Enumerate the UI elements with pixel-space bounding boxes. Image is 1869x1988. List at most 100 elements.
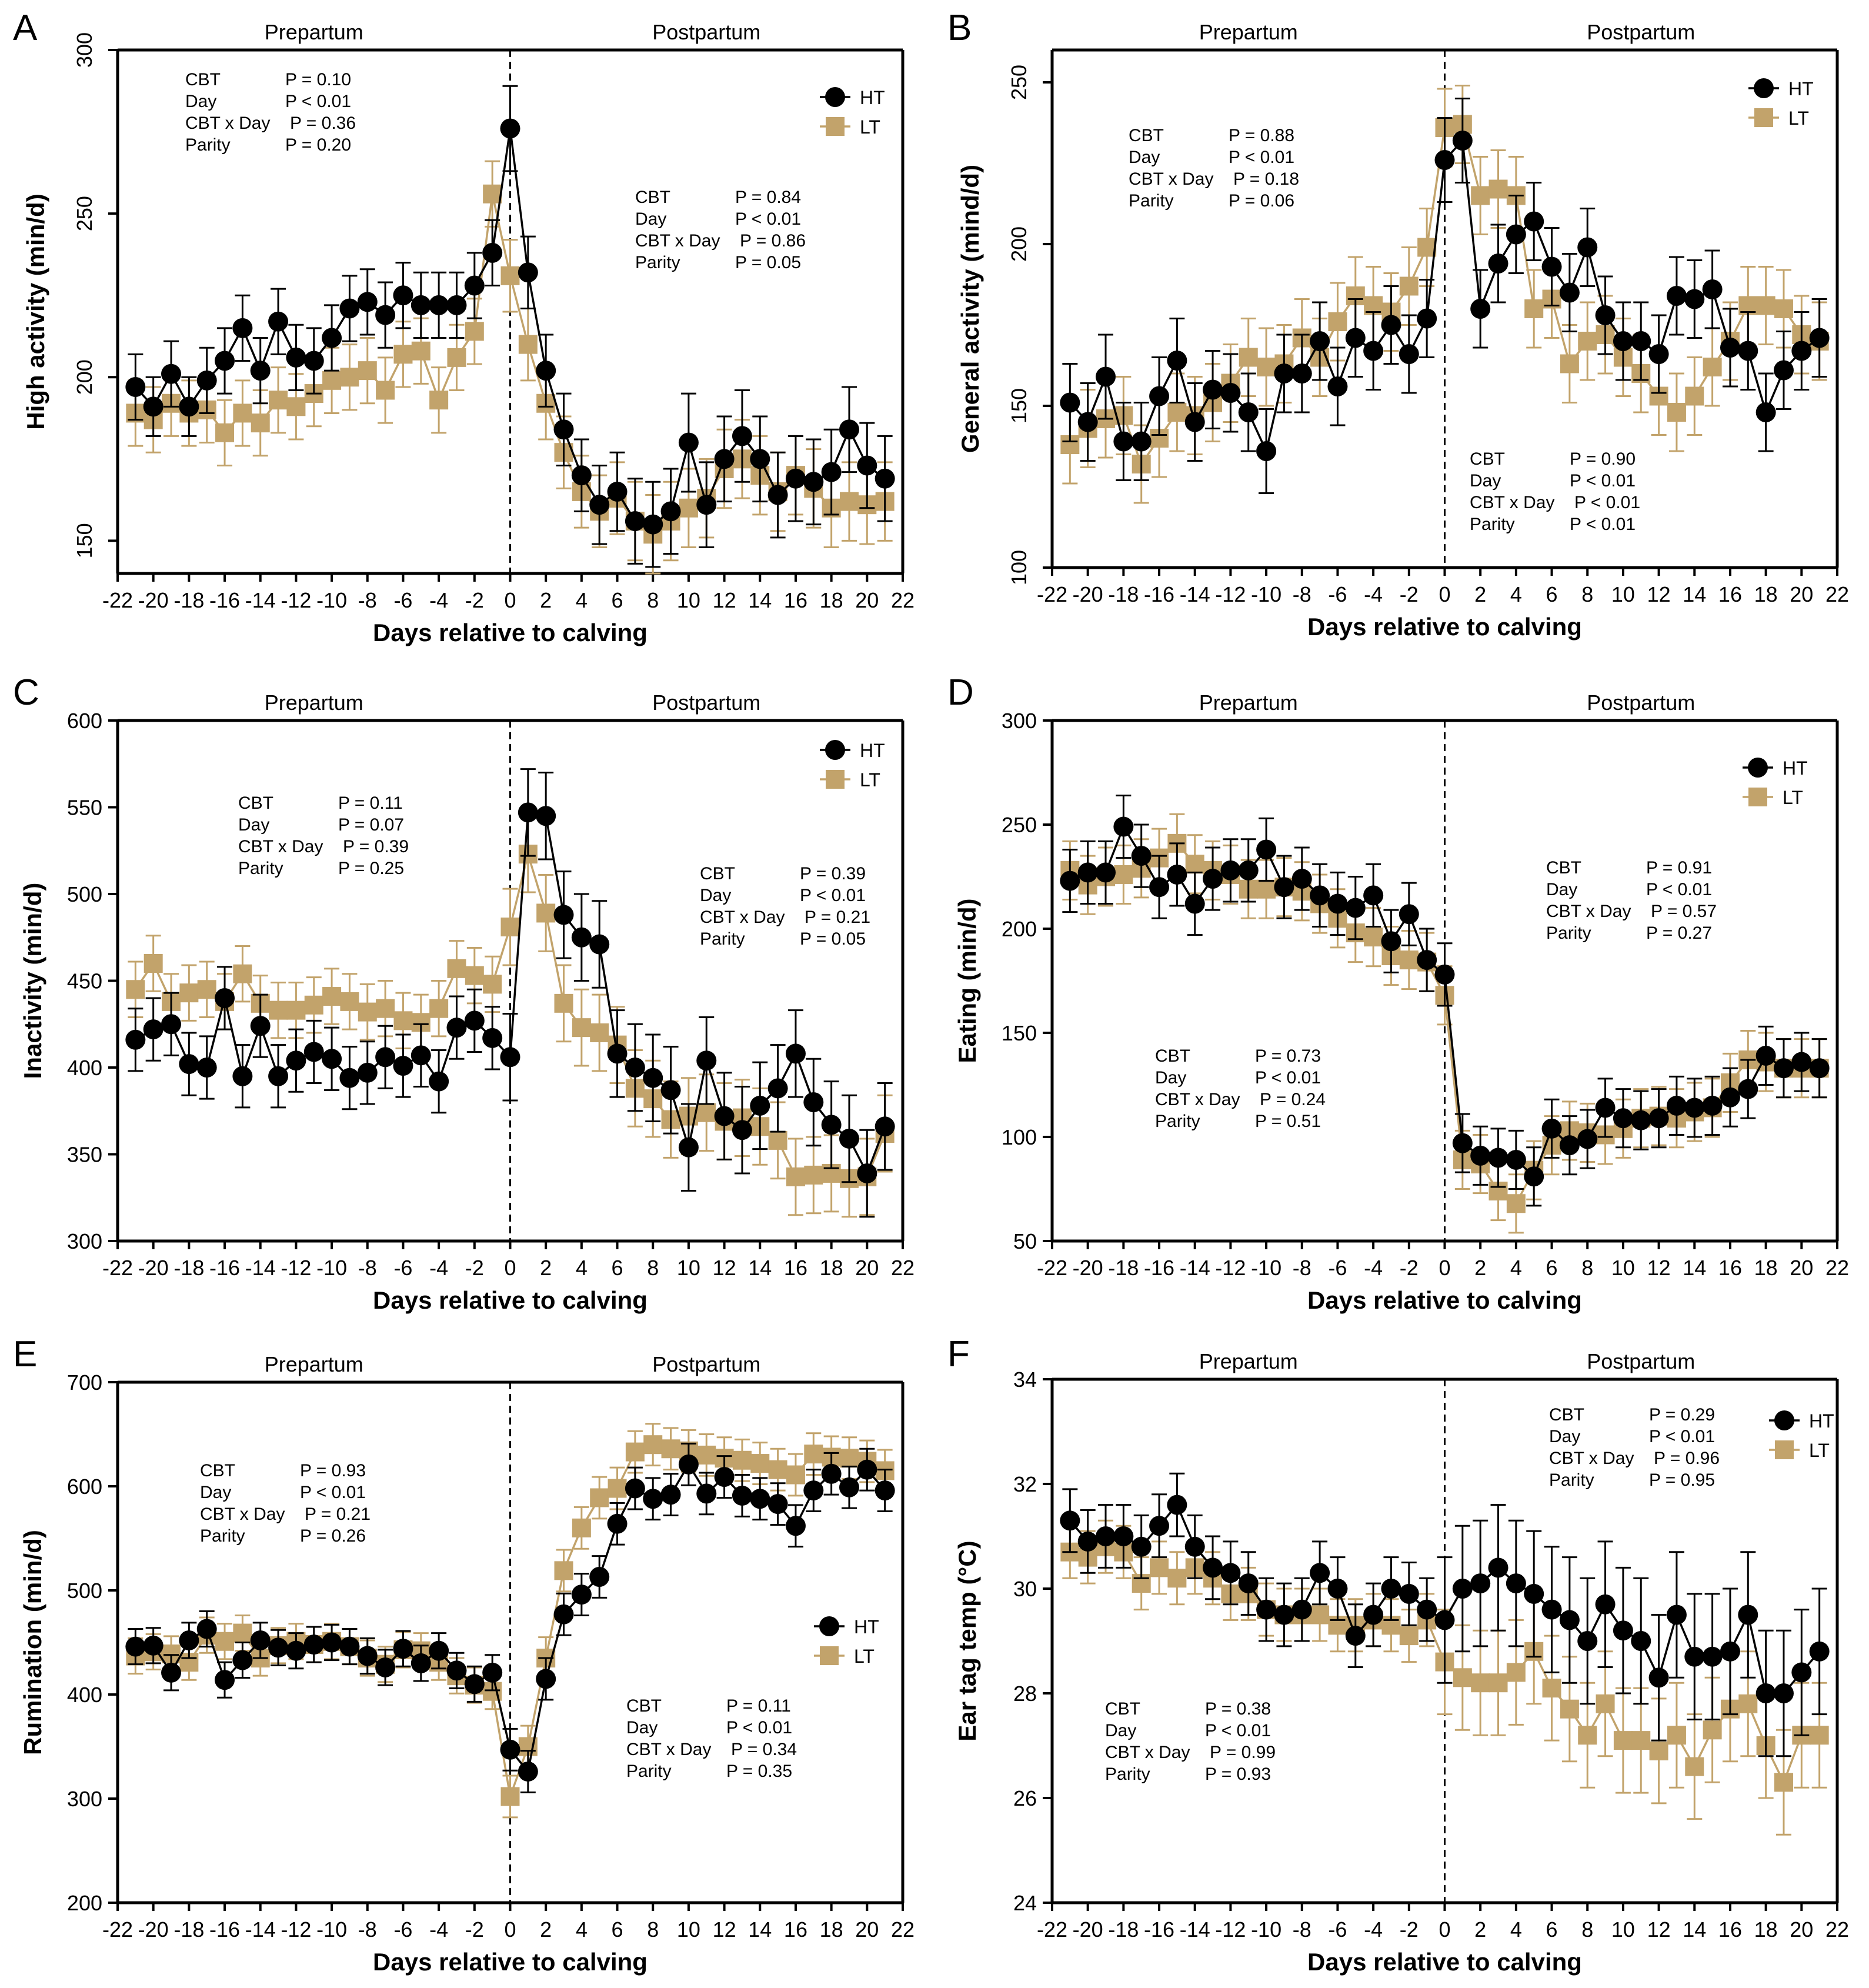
- data-point-ht: [1345, 328, 1366, 348]
- stats-term: CBT x Day: [200, 1505, 285, 1524]
- data-point-ht: [215, 988, 235, 1008]
- x-tick-label: -6: [393, 588, 412, 612]
- data-point-lt: [1578, 1726, 1597, 1745]
- data-point-ht: [1488, 253, 1508, 273]
- data-point-ht: [1167, 1495, 1187, 1515]
- data-point-ht: [1327, 893, 1348, 914]
- data-point-lt: [1114, 865, 1133, 884]
- data-point-lt: [143, 954, 163, 973]
- x-tick-label: 10: [1611, 1917, 1635, 1942]
- x-tick-label: 22: [1825, 1256, 1849, 1280]
- stats-block: CBT P = 0.10 Day P < 0.01 CBT x Day P = 0.36 P…: [185, 70, 356, 155]
- x-tick-label: 2: [540, 1917, 552, 1942]
- data-point-ht: [660, 1485, 681, 1505]
- data-point-ht: [1310, 1563, 1330, 1583]
- data-point-ht: [393, 285, 413, 306]
- data-point-ht: [714, 449, 735, 469]
- data-point-ht: [767, 485, 788, 505]
- data-point-ht: [821, 462, 842, 482]
- stats-term: Day: [1470, 471, 1501, 491]
- y-axis-title: General activity (mind/d): [956, 165, 984, 453]
- data-point-lt: [1560, 354, 1579, 373]
- data-point-ht: [1096, 1526, 1116, 1546]
- x-tick-label: 20: [1790, 1917, 1813, 1942]
- data-point-lt: [839, 492, 859, 511]
- stats-p-value: P < 0.01: [300, 1483, 366, 1502]
- data-point-ht: [875, 468, 895, 489]
- data-point-lt: [554, 993, 573, 1013]
- stats-p-value: P = 0.34: [731, 1740, 797, 1759]
- panel-a: A Prepartum Postpartum -22 -20 -18 -16 -14 -12 -1…: [0, 0, 934, 665]
- data-point-ht: [1310, 885, 1330, 906]
- data-point-ht: [875, 1116, 895, 1137]
- data-point-ht: [179, 1054, 199, 1075]
- postpartum-label: Postpartum: [652, 691, 760, 715]
- x-tick-label: 8: [647, 1256, 659, 1280]
- x-tick-label: 0: [504, 1256, 516, 1280]
- data-point-ht: [1755, 1683, 1776, 1703]
- data-point-ht: [875, 1480, 895, 1501]
- x-tick-label: 2: [1474, 1917, 1486, 1942]
- data-point-lt: [447, 348, 466, 367]
- data-point-lt: [750, 1454, 770, 1473]
- data-point-ht: [607, 1043, 628, 1064]
- x-tick-label: 20: [1790, 1256, 1813, 1280]
- x-tick-label: -22: [102, 1917, 133, 1942]
- data-point-ht: [482, 242, 503, 263]
- data-point-lt: [1667, 403, 1686, 422]
- data-point-ht: [1149, 877, 1170, 898]
- x-tick-label: -8: [358, 1256, 377, 1280]
- data-point-lt: [1364, 928, 1383, 947]
- x-tick-label: 22: [891, 1256, 915, 1280]
- stats-p-value: P < 0.01: [726, 1718, 792, 1737]
- data-point-ht: [857, 455, 877, 476]
- x-tick-label: 16: [1718, 1917, 1742, 1942]
- data-point-ht: [643, 1068, 663, 1088]
- stats-block: CBT P = 0.84 Day P < 0.01 CBT x Day P = 0.86 P…: [635, 188, 806, 272]
- postpartum-label: Postpartum: [652, 20, 760, 44]
- data-point-ht: [1345, 1626, 1366, 1646]
- legend-marker-lt: [826, 117, 845, 136]
- y-axis-title: Inactivity (min/d): [19, 883, 46, 1079]
- data-point-ht: [1666, 286, 1687, 306]
- data-point-ht: [839, 419, 859, 440]
- stats-term: Day: [200, 1483, 231, 1502]
- data-point-ht: [143, 1019, 163, 1040]
- data-point-ht: [678, 432, 699, 453]
- stats-p-value: P = 0.84: [735, 188, 801, 207]
- stats-p-value: P = 0.39: [343, 837, 409, 856]
- stats-term: CBT x Day: [635, 231, 720, 251]
- x-tick-label: 14: [748, 1256, 772, 1280]
- stats-term: CBT x Day: [238, 837, 323, 856]
- data-point-ht: [322, 328, 342, 348]
- x-tick-label: -16: [209, 588, 240, 612]
- data-point-ht: [625, 1478, 645, 1499]
- stats-term: Parity: [1549, 1470, 1594, 1490]
- data-point-lt: [269, 1000, 288, 1020]
- y-tick-label: 200: [67, 1891, 102, 1915]
- data-point-lt: [215, 423, 235, 442]
- data-point-ht: [446, 1660, 467, 1681]
- data-point-lt: [1649, 1741, 1668, 1760]
- panel-c-chart: C Prepartum Postpartum-22 -20 -18 -16 -14 -12 -1…: [13, 672, 915, 1314]
- data-point-lt: [1150, 1558, 1169, 1577]
- data-point-lt: [804, 1445, 823, 1464]
- data-point-ht: [1184, 1536, 1205, 1557]
- data-point-lt: [376, 381, 395, 400]
- postpartum-label: Postpartum: [652, 1352, 760, 1376]
- data-point-lt: [768, 1130, 787, 1150]
- data-point-ht: [696, 1483, 717, 1504]
- data-point-ht: [1149, 386, 1170, 406]
- x-tick-label: 8: [647, 1917, 659, 1942]
- x-tick-label: -20: [138, 1256, 169, 1280]
- x-tick-label: -6: [1328, 582, 1347, 606]
- legend-marker-ht: [819, 1616, 839, 1636]
- data-point-lt: [500, 918, 520, 937]
- x-tick-label: 12: [1647, 1917, 1671, 1942]
- data-point-ht: [446, 295, 467, 315]
- data-point-ht: [357, 292, 378, 312]
- legend-label: LT: [860, 769, 880, 790]
- data-point-lt: [1703, 1720, 1722, 1740]
- legend-label: HT: [1783, 758, 1808, 779]
